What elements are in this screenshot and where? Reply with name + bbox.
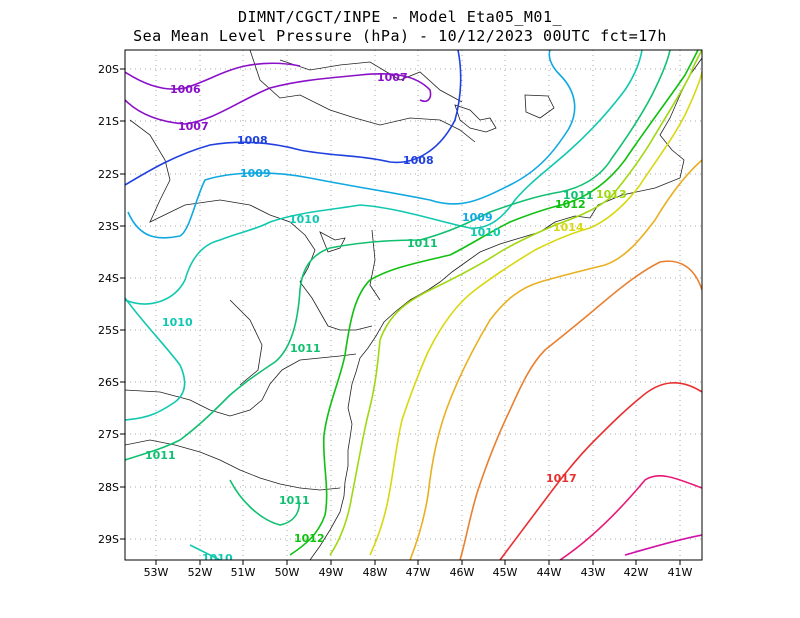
isobar-1013 [329, 50, 702, 556]
contour-label: 1008 [403, 154, 434, 167]
contour-label: 1006 [170, 83, 201, 96]
grid [125, 50, 702, 560]
contour-label: 1014 [553, 221, 584, 234]
isobar-1017 [499, 382, 702, 560]
isobar-1010-b [125, 50, 643, 305]
contour-label: 1010 [162, 316, 193, 329]
lat-label: 29S [98, 533, 119, 546]
lon-label: 49W [319, 566, 344, 579]
contour-label: 1009 [240, 167, 271, 180]
lon-label: 44W [537, 566, 562, 579]
lon-label: 47W [406, 566, 431, 579]
lat-label: 23S [98, 220, 119, 233]
lat-label: 28S [98, 481, 119, 494]
contour-label: 1007 [178, 120, 209, 133]
isobar-1014 [369, 71, 702, 556]
lat-label: 22S [98, 168, 119, 181]
lon-label: 50W [275, 566, 300, 579]
isobar-1012 [289, 50, 699, 556]
lat-label: 26S [98, 376, 119, 389]
coastline [125, 50, 702, 560]
lon-label: 48W [363, 566, 388, 579]
contour-label: 1008 [237, 134, 268, 147]
contour-label: 1013 [596, 188, 627, 201]
contour-label: 1010 [470, 226, 501, 239]
contour-label: 1010 [289, 213, 320, 226]
isobar-1019 [624, 534, 702, 556]
lon-label: 45W [493, 566, 518, 579]
contour-label: 1010 [202, 552, 233, 565]
contour-labels: 1006 1007 1007 1008 1008 1009 1009 1010 … [145, 71, 627, 565]
contour-label: 1011 [145, 449, 176, 462]
lon-label: 52W [188, 566, 213, 579]
isobar-1006 [125, 62, 301, 90]
isobar-1008 [125, 50, 462, 186]
isobar-1018 [559, 475, 702, 560]
contour-label: 1012 [294, 532, 325, 545]
lat-axis-labels: 20S 21S 22S 23S 24S 25S 26S 27S 28S 29S [98, 63, 119, 546]
chart-title-line-1: DIMNT/CGCT/INPE - Model Eta05_M01_ [237, 8, 563, 26]
contour-label: 1017 [546, 472, 577, 485]
isobar-1010-c [189, 544, 221, 560]
contour-label: 1011 [407, 237, 438, 250]
isobar-1007 [125, 73, 432, 125]
lon-axis-labels: 53W 52W 51W 50W 49W 48W 47W 46W 45W 44W … [144, 566, 693, 579]
chart-title-line-2: Sea Mean Level Pressure (hPa) - 10/12/20… [133, 27, 667, 45]
lon-label: 46W [450, 566, 475, 579]
plot-frame [124, 49, 703, 561]
lat-label: 21S [98, 115, 119, 128]
lon-label: 42W [624, 566, 649, 579]
lat-label: 25S [98, 324, 119, 337]
contour-label: 1011 [563, 189, 594, 202]
contour-label: 1009 [462, 211, 493, 224]
lat-label: 27S [98, 428, 119, 441]
contour-label: 1011 [279, 494, 310, 507]
lat-label: 20S [98, 63, 119, 76]
isobar-1016 [459, 260, 702, 560]
lon-label: 53W [144, 566, 169, 579]
lon-label: 43W [581, 566, 606, 579]
axis-ticks [120, 68, 681, 565]
isobar-1011 [125, 50, 671, 461]
lon-label: 51W [231, 566, 256, 579]
contour-label: 1012 [555, 198, 586, 211]
isobar-1010 [125, 297, 186, 421]
isobar-1015 [409, 159, 702, 560]
isobar-1011-b [229, 479, 300, 526]
isobar-1009 [127, 50, 576, 239]
contour-label: 1011 [290, 342, 321, 355]
lat-label: 24S [98, 272, 119, 285]
contour-label: 1007 [377, 71, 408, 84]
lon-label: 41W [668, 566, 693, 579]
